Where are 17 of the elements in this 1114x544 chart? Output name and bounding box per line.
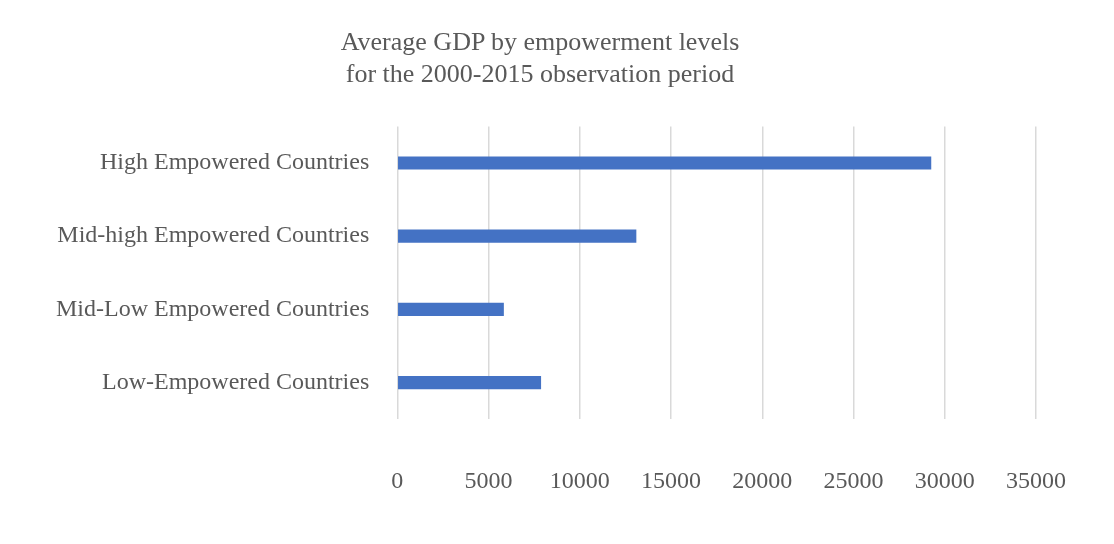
- y-tick-label: Low-Empowered Countries: [102, 367, 370, 394]
- bar: [398, 302, 504, 316]
- x-tick-label: 20000: [732, 466, 793, 493]
- x-tick-label: 25000: [823, 466, 884, 493]
- bar: [398, 229, 637, 243]
- chart-title: Average GDP by empowerment levels for the 2000-2015 observation period: [340, 27, 740, 88]
- x-tick-label: 30000: [914, 466, 975, 493]
- x-tick-label: 10000: [549, 466, 610, 493]
- y-tick-label: High Empowered Countries: [99, 148, 370, 175]
- bar: [398, 376, 542, 390]
- y-tick-label: Mid-high Empowered Countries: [57, 221, 370, 248]
- bar: [398, 156, 932, 170]
- x-tick-label: 0: [391, 466, 404, 493]
- y-tick-label: Mid-Low Empowered Countries: [56, 294, 370, 321]
- x-tick-label: 15000: [641, 466, 702, 493]
- x-tick-label: 5000: [464, 466, 513, 493]
- x-tick-label: 35000: [1006, 466, 1066, 493]
